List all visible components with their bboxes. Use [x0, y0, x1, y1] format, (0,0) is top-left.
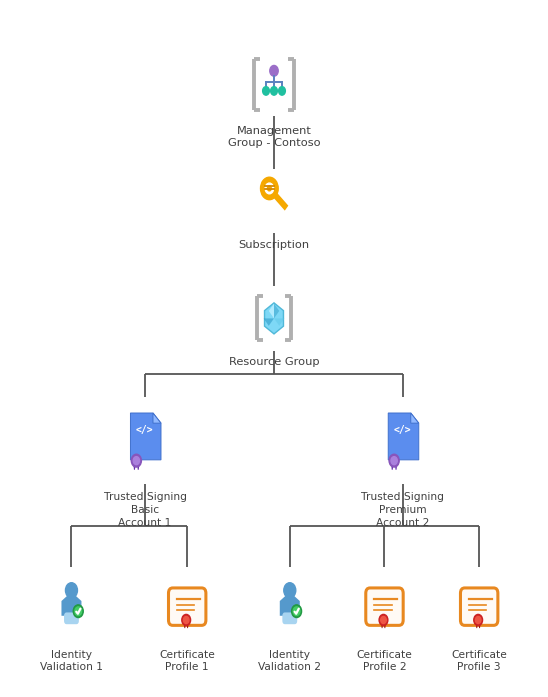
Circle shape [391, 457, 397, 465]
Polygon shape [388, 413, 419, 460]
Polygon shape [280, 596, 300, 615]
Polygon shape [184, 624, 186, 628]
Text: Identity
Validation 1: Identity Validation 1 [40, 650, 103, 673]
Text: </>: </> [136, 425, 153, 435]
Polygon shape [478, 624, 481, 628]
Text: Subscription: Subscription [238, 240, 310, 250]
Polygon shape [61, 596, 82, 615]
Polygon shape [130, 413, 161, 460]
FancyBboxPatch shape [168, 588, 206, 625]
Polygon shape [274, 197, 281, 206]
FancyBboxPatch shape [460, 588, 498, 625]
Circle shape [389, 454, 399, 467]
Circle shape [73, 605, 83, 618]
Circle shape [133, 457, 140, 465]
Polygon shape [153, 413, 161, 423]
Polygon shape [274, 304, 279, 319]
Polygon shape [137, 464, 139, 470]
Circle shape [284, 583, 296, 598]
Circle shape [474, 614, 483, 626]
Polygon shape [264, 319, 274, 325]
Text: Certificate
Profile 2: Certificate Profile 2 [357, 650, 413, 673]
Circle shape [381, 616, 386, 624]
Circle shape [293, 607, 300, 615]
Circle shape [379, 614, 388, 626]
Polygon shape [269, 304, 274, 319]
FancyBboxPatch shape [366, 588, 403, 625]
Polygon shape [187, 624, 189, 628]
Polygon shape [395, 464, 397, 470]
Circle shape [132, 454, 141, 467]
Circle shape [278, 86, 286, 95]
Text: Identity
Validation 2: Identity Validation 2 [258, 650, 321, 673]
Circle shape [267, 186, 271, 191]
Polygon shape [391, 464, 393, 470]
Polygon shape [265, 303, 283, 334]
Text: Trusted Signing
Basic
Account 1: Trusted Signing Basic Account 1 [104, 492, 187, 528]
Polygon shape [411, 413, 419, 423]
Circle shape [260, 177, 278, 199]
Polygon shape [267, 186, 288, 210]
Circle shape [262, 86, 270, 95]
Circle shape [265, 183, 273, 194]
Circle shape [182, 614, 191, 626]
Circle shape [270, 66, 278, 76]
Polygon shape [476, 624, 478, 628]
Polygon shape [274, 319, 284, 325]
Circle shape [184, 616, 189, 624]
Polygon shape [381, 624, 383, 628]
Circle shape [65, 583, 77, 598]
Circle shape [475, 616, 481, 624]
Text: Trusted Signing
Premium
Account 2: Trusted Signing Premium Account 2 [361, 492, 444, 528]
Circle shape [292, 605, 301, 618]
Polygon shape [133, 464, 135, 470]
Polygon shape [384, 624, 386, 628]
Polygon shape [278, 201, 284, 209]
Text: Resource Group: Resource Group [229, 357, 319, 367]
Circle shape [75, 607, 82, 615]
FancyBboxPatch shape [282, 613, 297, 625]
Circle shape [271, 86, 277, 95]
FancyBboxPatch shape [64, 613, 79, 625]
Text: </>: </> [393, 425, 412, 435]
Text: Certificate
Profile 3: Certificate Profile 3 [451, 650, 507, 673]
Text: Certificate
Profile 1: Certificate Profile 1 [159, 650, 215, 673]
Text: Management
Group - Contoso: Management Group - Contoso [227, 125, 321, 148]
